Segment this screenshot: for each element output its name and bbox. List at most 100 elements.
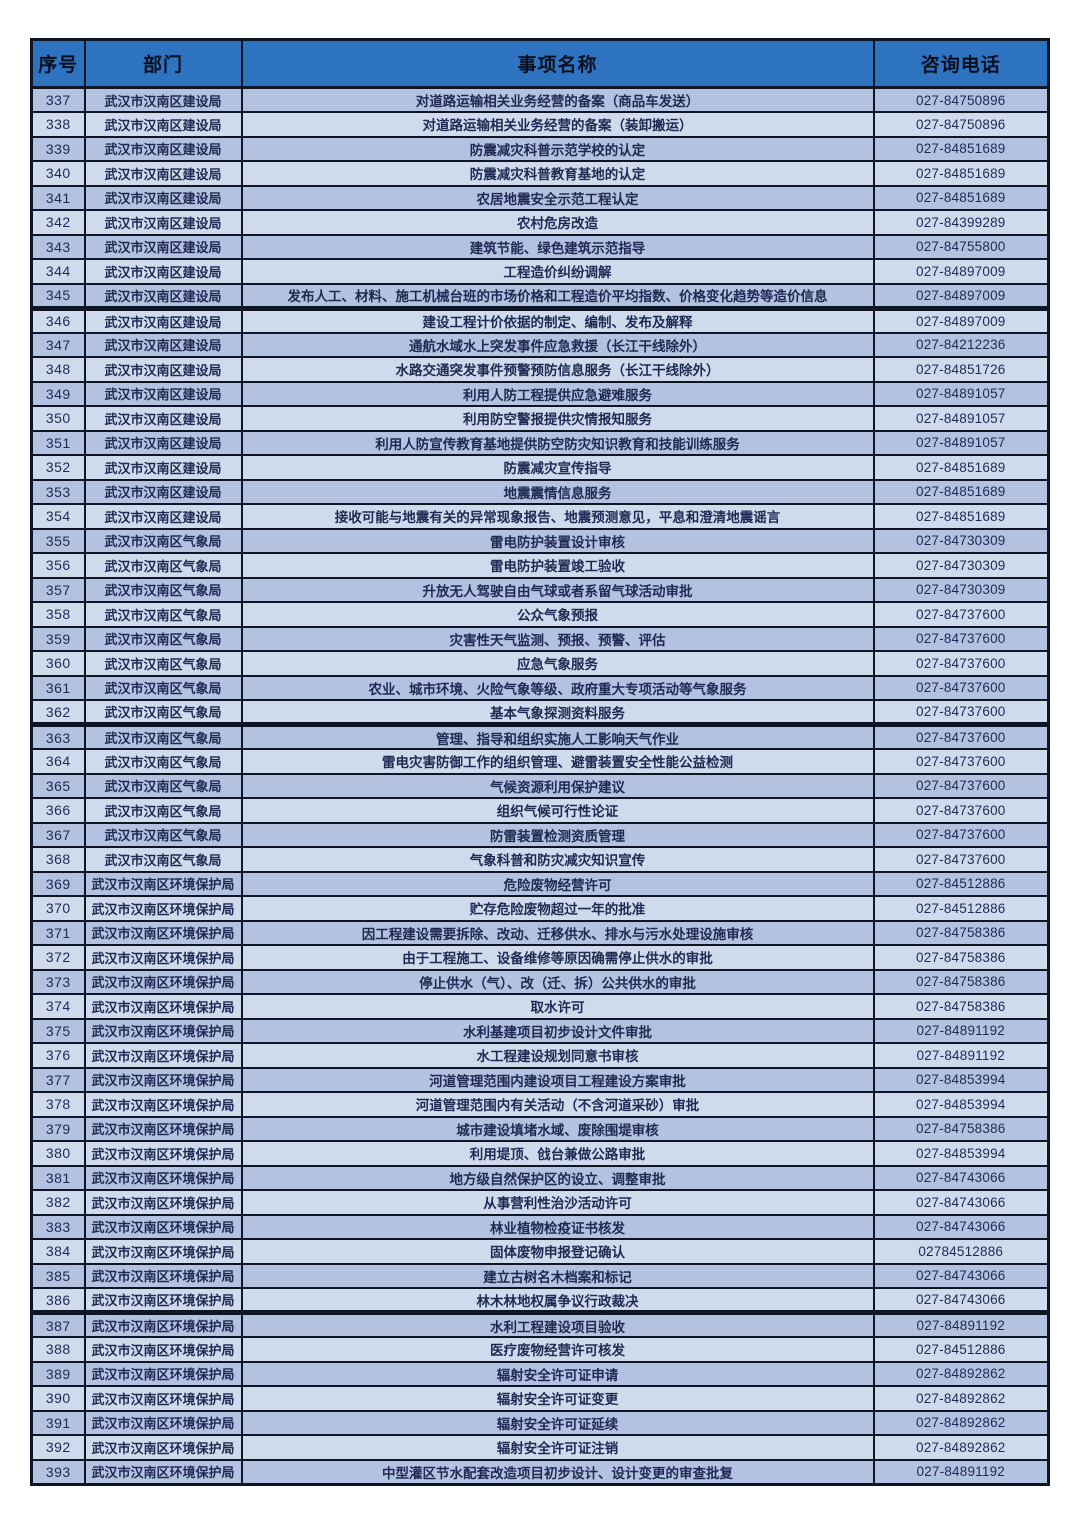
department-cell: 武汉市汉南区建设局 [83, 478, 243, 505]
row-number-cell: 353 [30, 478, 86, 505]
row-number-cell: 346 [30, 307, 86, 334]
phone-cell: 027-84853994 [872, 1066, 1050, 1093]
row-number-cell: 359 [30, 625, 86, 652]
phone-cell: 027-84758386 [872, 919, 1050, 946]
table-row: 358 武汉市汉南区气象局 公众气象预报 027-84737600 [30, 601, 1050, 628]
department-cell: 武汉市汉南区环境保护局 [83, 895, 243, 922]
department-cell: 武汉市汉南区环境保护局 [83, 1238, 243, 1265]
phone-cell: 027-84892862 [872, 1360, 1050, 1387]
table-row: 383 武汉市汉南区环境保护局 林业植物检疫证书核发 027-84743066 [30, 1213, 1050, 1240]
department-cell: 武汉市汉南区建设局 [83, 429, 243, 456]
table-row: 386 武汉市汉南区环境保护局 林木林地权属争议行政裁决 027-84743066 [30, 1287, 1050, 1315]
department-cell: 武汉市汉南区气象局 [83, 601, 243, 628]
table-row: 374 武汉市汉南区环境保护局 取水许可 027-84758386 [30, 993, 1050, 1020]
table-row: 389 武汉市汉南区环境保护局 辐射安全许可证申请 027-84892862 [30, 1360, 1050, 1387]
item-name-cell: 组织气候可行性论证 [240, 797, 875, 824]
department-cell: 武汉市汉南区建设局 [83, 233, 243, 260]
table-row: 345 武汉市汉南区建设局 发布人工、材料、施工机械台班的市场价格和工程造价平均指数… [30, 282, 1050, 311]
item-name-cell: 水路交通突发事件预警预防信息服务（长江干线除外） [240, 356, 875, 383]
item-name-cell: 气象科普和防灾减灾知识宣传 [240, 846, 875, 873]
phone-cell: 027-84743066 [872, 1164, 1050, 1191]
phone-cell: 02784512886 [872, 1238, 1050, 1265]
phone-cell: 027-84755800 [872, 233, 1050, 260]
department-cell: 武汉市汉南区环境保护局 [83, 870, 243, 897]
item-name-cell: 对道路运输相关业务经营的备案（商品车发送） [240, 86, 875, 113]
item-name-cell: 工程造价纠纷调解 [240, 258, 875, 285]
department-cell: 武汉市汉南区环境保护局 [83, 1409, 243, 1436]
phone-cell: 027-84737600 [872, 601, 1050, 628]
table-row: 339 武汉市汉南区建设局 防震减灾科普示范学校的认定 027-84851689 [30, 135, 1050, 162]
phone-cell: 027-84891057 [872, 405, 1050, 432]
row-number-cell: 379 [30, 1115, 86, 1142]
department-cell: 武汉市汉南区环境保护局 [83, 1115, 243, 1142]
table-row: 387 武汉市汉南区环境保护局 水利工程建设项目验收 027-84891192 [30, 1311, 1050, 1338]
row-number-cell: 385 [30, 1262, 86, 1289]
row-number-cell: 357 [30, 576, 86, 603]
item-name-cell: 建筑节能、绿色建筑示范指导 [240, 233, 875, 260]
table-row: 370 武汉市汉南区环境保护局 贮存危险废物超过一年的批准 027-84512886 [30, 895, 1050, 922]
table-row: 343 武汉市汉南区建设局 建筑节能、绿色建筑示范指导 027-84755800 [30, 233, 1050, 260]
item-name-cell: 通航水域水上突发事件应急救援（长江干线除外） [240, 331, 875, 358]
item-name-cell: 基本气象探测资料服务 [240, 699, 875, 727]
phone-cell: 027-84737600 [872, 674, 1050, 701]
column-header-index: 序号 [30, 38, 86, 89]
item-name-cell: 停止供水（气）、改（迁、拆）公共供水的审批 [240, 968, 875, 995]
table-row: 384 武汉市汉南区环境保护局 固体废物申报登记确认 02784512886 [30, 1238, 1050, 1265]
phone-cell: 027-84891192 [872, 1458, 1050, 1485]
item-name-cell: 管理、指导和组织实施人工影响天气作业 [240, 723, 875, 750]
row-number-cell: 351 [30, 429, 86, 456]
phone-cell: 027-84737600 [872, 723, 1050, 750]
row-number-cell: 358 [30, 601, 86, 628]
phone-cell: 027-84891192 [872, 1311, 1050, 1338]
department-cell: 武汉市汉南区气象局 [83, 552, 243, 579]
phone-cell: 027-84851689 [872, 503, 1050, 530]
item-name-cell: 对道路运输相关业务经营的备案（装卸搬运） [240, 111, 875, 138]
table-row: 375 武汉市汉南区环境保护局 水利基建项目初步设计文件审批 027-84891192 [30, 1017, 1050, 1044]
table-row: 354 武汉市汉南区建设局 接收可能与地震有关的异常现象报告、地震预测意见，平息和澄… [30, 503, 1050, 530]
item-name-cell: 从事营利性治沙活动许可 [240, 1189, 875, 1216]
department-cell: 武汉市汉南区气象局 [83, 772, 243, 799]
item-name-cell: 防雷装置检测资质管理 [240, 821, 875, 848]
item-name-cell: 防震减灾科普教育基地的认定 [240, 160, 875, 187]
phone-cell: 027-84212236 [872, 331, 1050, 358]
row-number-cell: 391 [30, 1409, 86, 1436]
item-name-cell: 农业、城市环境、火险气象等级、政府重大专项活动等气象服务 [240, 674, 875, 701]
department-cell: 武汉市汉南区环境保护局 [83, 1311, 243, 1338]
row-number-cell: 375 [30, 1017, 86, 1044]
phone-cell: 027-84730309 [872, 576, 1050, 603]
phone-cell: 027-84758386 [872, 968, 1050, 995]
phone-cell: 027-84737600 [872, 650, 1050, 677]
row-number-cell: 354 [30, 503, 86, 530]
table-row: 359 武汉市汉南区气象局 灾害性天气监测、预报、预警、评估 027-84737600 [30, 625, 1050, 652]
department-cell: 武汉市汉南区环境保护局 [83, 1042, 243, 1069]
table-row: 372 武汉市汉南区环境保护局 由于工程施工、设备维修等原因确需停止供水的审批 027… [30, 944, 1050, 971]
department-cell: 武汉市汉南区气象局 [83, 527, 243, 554]
column-header-phone: 咨询电话 [872, 38, 1050, 89]
row-number-cell: 342 [30, 209, 86, 236]
table-row: 376 武汉市汉南区环境保护局 水工程建设规划同意书审核 027-84891192 [30, 1042, 1050, 1069]
item-name-cell: 固体废物申报登记确认 [240, 1238, 875, 1265]
item-name-cell: 雷电防护装置设计审核 [240, 527, 875, 554]
item-name-cell: 地震震情信息服务 [240, 478, 875, 505]
row-number-cell: 376 [30, 1042, 86, 1069]
item-name-cell: 利用人防宣传教育基地提供防空防灾知识教育和技能训练服务 [240, 429, 875, 456]
department-cell: 武汉市汉南区环境保护局 [83, 1434, 243, 1461]
phone-cell: 027-84758386 [872, 993, 1050, 1020]
department-cell: 武汉市汉南区建设局 [83, 503, 243, 530]
row-number-cell: 381 [30, 1164, 86, 1191]
table-row: 353 武汉市汉南区建设局 地震震情信息服务 027-84851689 [30, 478, 1050, 505]
item-name-cell: 水利工程建设项目验收 [240, 1311, 875, 1338]
column-header-department: 部门 [83, 38, 243, 89]
item-name-cell: 升放无人驾驶自由气球或者系留气球活动审批 [240, 576, 875, 603]
phone-cell: 027-84891057 [872, 429, 1050, 456]
table-row: 367 武汉市汉南区气象局 防雷装置检测资质管理 027-84737600 [30, 821, 1050, 848]
item-name-cell: 应急气象服务 [240, 650, 875, 677]
item-name-cell: 利用防空警报提供灾情报知服务 [240, 405, 875, 432]
row-number-cell: 360 [30, 650, 86, 677]
table-body: 337 武汉市汉南区建设局 对道路运输相关业务经营的备案（商品车发送） 027-847… [30, 86, 1050, 1485]
row-number-cell: 373 [30, 968, 86, 995]
row-number-cell: 372 [30, 944, 86, 971]
table-row: 349 武汉市汉南区建设局 利用人防工程提供应急避难服务 027-84891057 [30, 380, 1050, 407]
table-row: 392 武汉市汉南区环境保护局 辐射安全许可证注销 027-84892862 [30, 1434, 1050, 1461]
table-row: 378 武汉市汉南区环境保护局 河道管理范围内有关活动（不含河道采砂）审批 027-8… [30, 1091, 1050, 1118]
